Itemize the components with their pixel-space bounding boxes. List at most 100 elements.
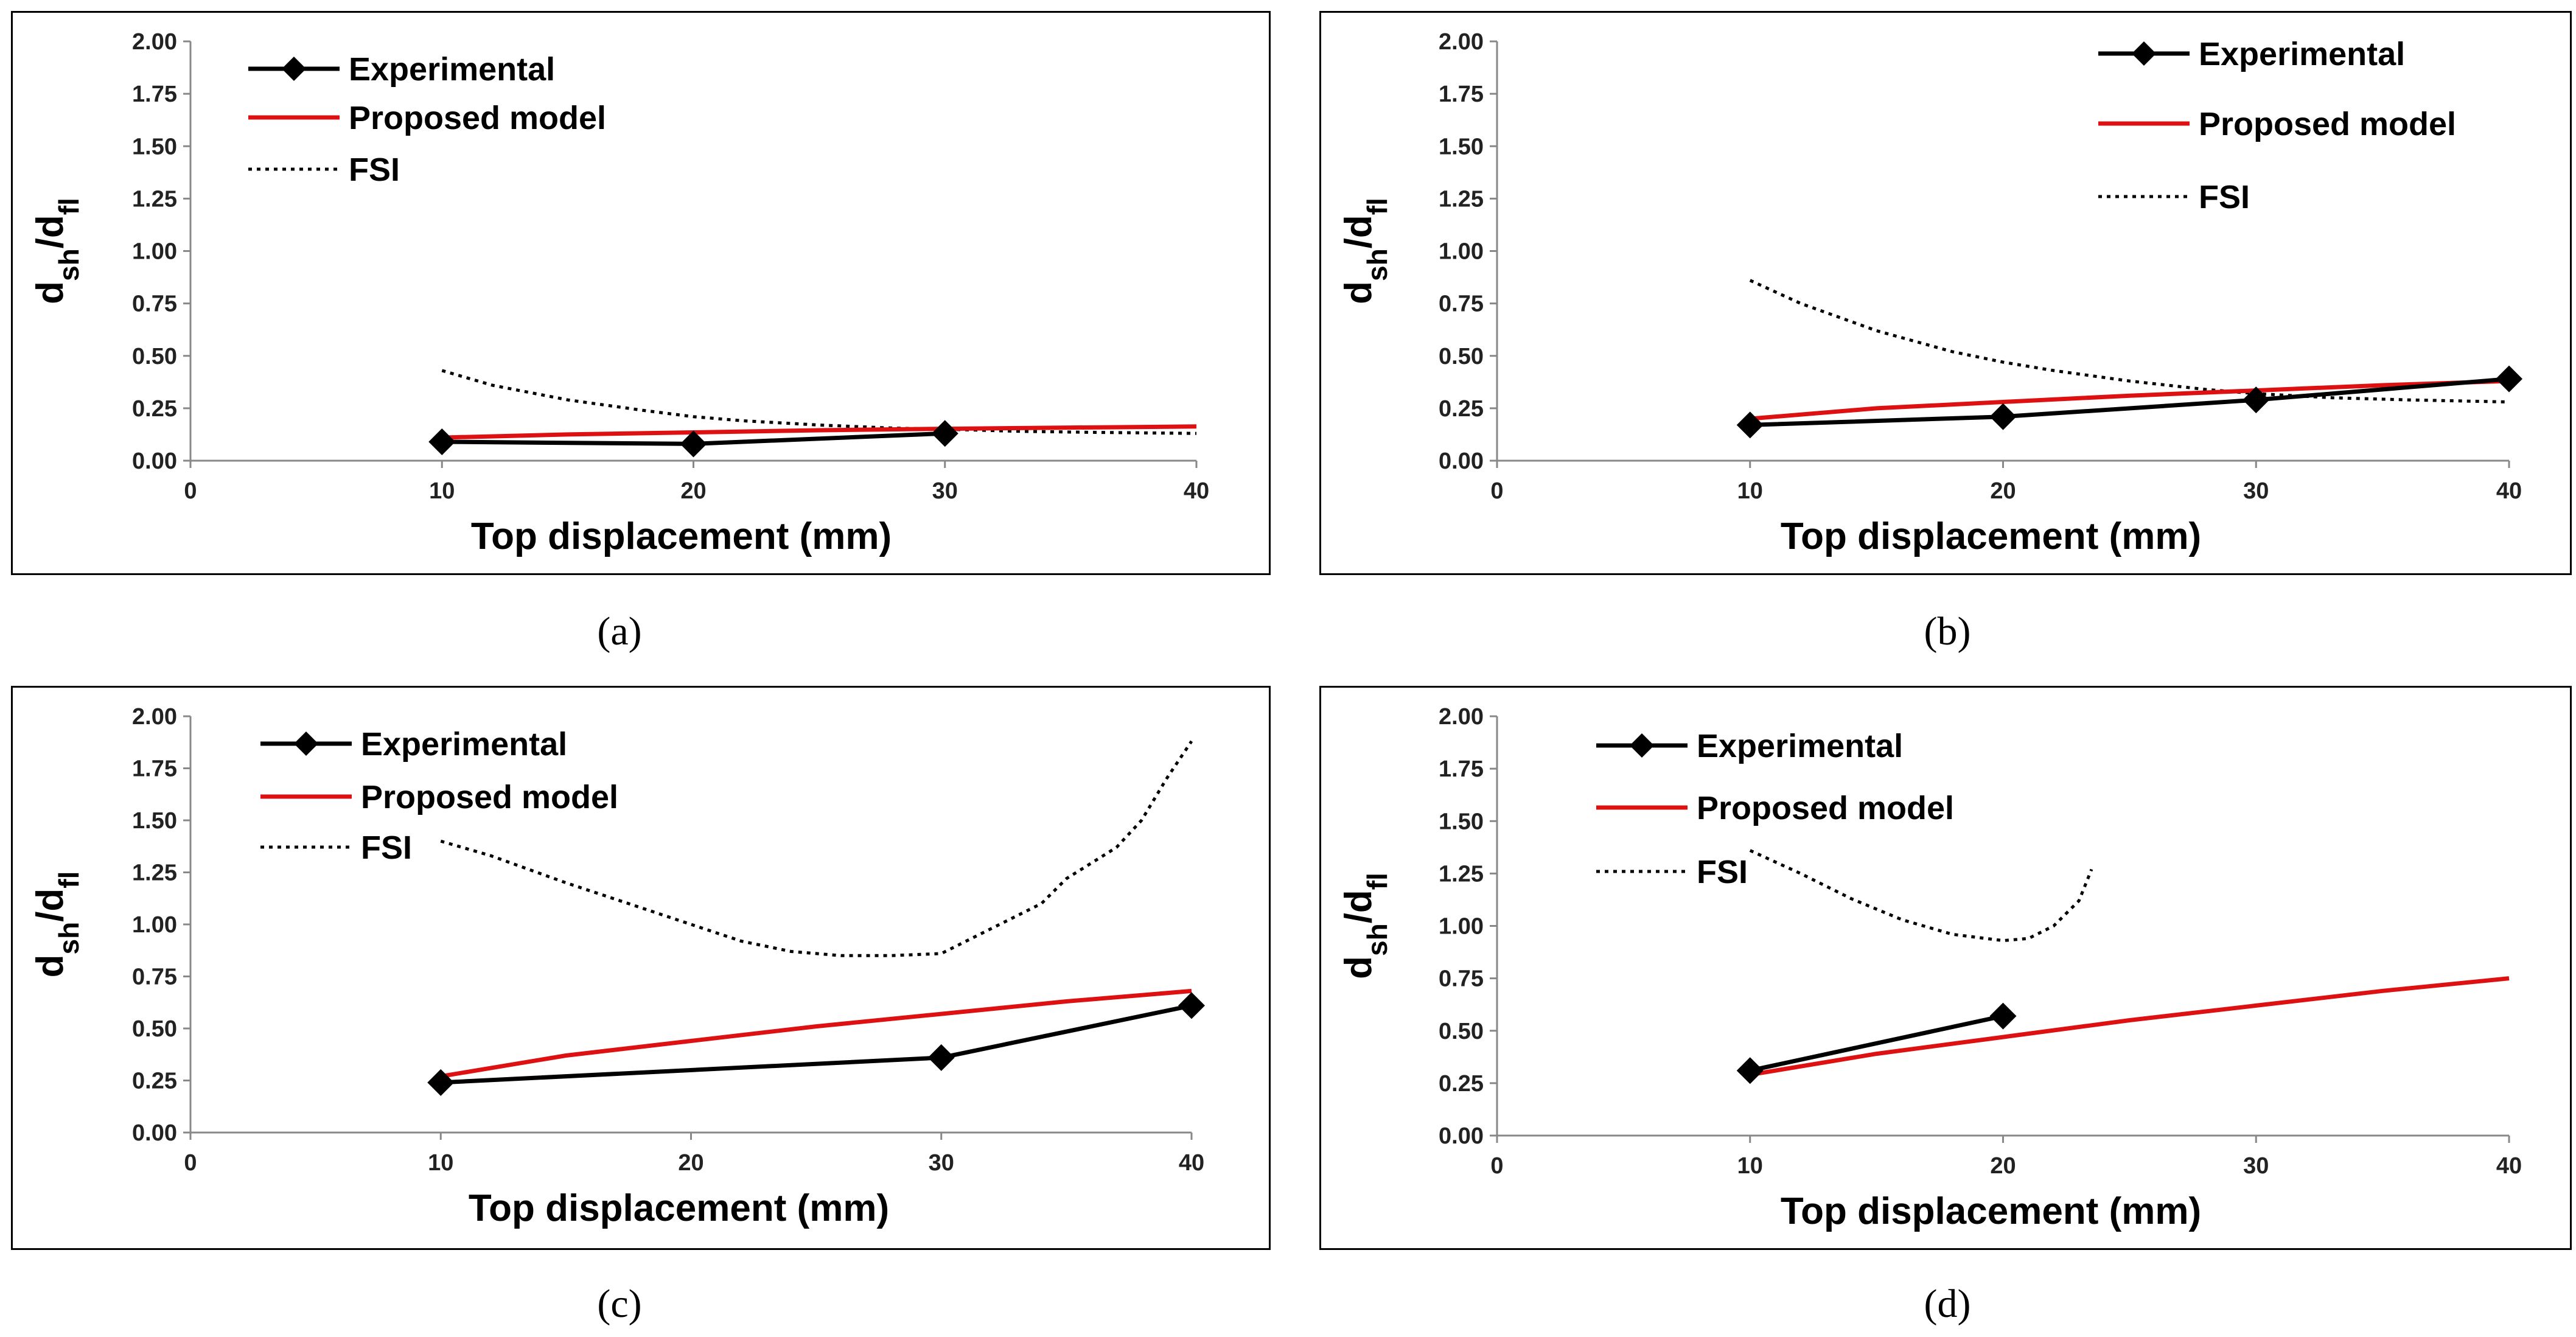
x-tick-label: 10 [428,1150,453,1176]
y-tick-label: 0.00 [1439,449,1484,474]
x-tick-label: 40 [1184,478,1209,504]
x-tick-label: 30 [929,1150,954,1176]
y-tick-label: 2.00 [1439,29,1484,55]
y-tick-label: 0.50 [132,1016,177,1042]
experimental-point [1178,992,1205,1019]
caption-d: (d) [1887,1281,2008,1327]
y-tick-label: 0.25 [132,1069,177,1094]
x-axis-label: Top displacement (mm) [1781,515,2201,557]
x-tick-label: 20 [680,478,706,504]
legend-label: FSI [1697,854,1748,890]
caption-b: (b) [1887,609,2008,655]
x-tick-label: 40 [1179,1150,1204,1176]
y-tick-label: 0.25 [132,396,177,422]
x-tick-label: 40 [2496,1153,2522,1179]
legend-label: Experimental [349,51,555,88]
experimental-point [1990,1003,2017,1030]
y-tick-label: 0.50 [1439,1019,1484,1044]
y-tick-label: 1.00 [1439,239,1484,265]
x-tick-label: 40 [2496,478,2522,504]
x-axis-label: Top displacement (mm) [469,1187,889,1229]
legend-marker [294,731,318,756]
x-tick-label: 10 [1737,478,1763,504]
y-tick-label: 1.00 [132,912,177,938]
legend-label: Proposed model [2199,106,2456,142]
y-tick-label: 1.00 [132,239,177,265]
y-tick-label: 1.25 [1439,861,1484,887]
x-tick-label: 0 [1490,478,1503,504]
experimental-point [1737,411,1764,438]
y-tick-label: 0.25 [1439,1071,1484,1097]
x-axis-label: Top displacement (mm) [1781,1190,2201,1232]
chart-c: 0.00 0.25 0.50 0.75 1.00 1.25 1.50 1.75 2.00 0 10 2… [11,686,1271,1250]
y-tick-label: 0.25 [1439,396,1484,422]
y-tick-label: 2.00 [132,29,177,55]
x-tick-label: 30 [2243,478,2269,504]
x-tick-label: 30 [2243,1153,2269,1179]
legend-label: Proposed model [1697,790,1954,826]
y-axis-label: dsh/dfl [29,198,85,304]
y-tick-label: 0.75 [132,965,177,990]
experimental-point [1990,403,2017,430]
experimental-point [428,428,455,455]
series-line-proposed-model [1750,979,2509,1075]
series-line-fsi [442,371,1196,433]
chart-a: 0.00 0.25 0.50 0.75 1.00 1.25 1.50 1.75 2.00 0 10 2… [11,11,1271,575]
x-tick-label: 20 [1990,1153,2016,1179]
y-tick-label: 0.75 [132,291,177,317]
series-line-fsi [441,741,1192,955]
x-tick-label: 20 [1990,478,2016,504]
y-tick-label: 0.75 [1439,291,1484,317]
experimental-point [932,420,958,447]
x-tick-label: 0 [184,1150,197,1176]
y-tick-label: 1.75 [132,82,177,107]
x-axis-label: Top displacement (mm) [471,515,892,557]
y-tick-label: 0.00 [132,1120,177,1146]
legend-label: Proposed model [361,779,618,815]
legend-marker [1630,733,1654,758]
x-tick-label: 0 [184,478,197,504]
legend-label: Experimental [2199,36,2405,72]
caption-c: (c) [559,1281,680,1327]
y-axis-label: dsh/dfl [29,871,85,978]
x-tick-label: 0 [1490,1153,1503,1179]
y-tick-label: 1.50 [1439,809,1484,834]
experimental-point [1737,1057,1764,1084]
series-line-fsi [1750,851,2092,941]
experimental-point [2496,366,2522,393]
x-tick-label: 20 [678,1150,703,1176]
legend-label: Experimental [361,726,567,763]
y-tick-label: 2.00 [1439,704,1484,730]
y-tick-label: 1.75 [1439,82,1484,107]
y-tick-label: 1.50 [132,134,177,159]
y-axis-label: dsh/dfl [1338,198,1393,304]
y-tick-label: 1.25 [132,186,177,212]
y-tick-label: 1.25 [1439,186,1484,212]
legend-marker [282,57,306,81]
legend-label: FSI [361,829,412,866]
y-tick-label: 0.00 [1439,1123,1484,1149]
y-tick-label: 1.50 [132,808,177,834]
chart-b: 0.00 0.25 0.50 0.75 1.00 1.25 1.50 1.75 2.00 0 10 2… [1319,11,2572,575]
y-tick-label: 0.50 [1439,344,1484,369]
y-tick-label: 1.25 [132,860,177,886]
x-tick-label: 10 [1737,1153,1763,1179]
chart-d: 0.00 0.25 0.50 0.75 1.00 1.25 1.50 1.75 2.00 0 10 2… [1319,686,2572,1250]
legend-marker [2132,41,2156,66]
x-tick-label: 30 [932,478,958,504]
x-tick-label: 10 [429,478,455,504]
y-tick-label: 2.00 [132,704,177,730]
experimental-point [928,1044,955,1071]
legend-label: FSI [2199,179,2250,215]
y-tick-label: 0.50 [132,344,177,369]
legend-label: FSI [349,152,400,188]
y-tick-label: 1.50 [1439,134,1484,159]
y-tick-label: 0.00 [132,449,177,474]
legend-label: Proposed model [349,100,606,136]
series-line-experimental [441,1005,1192,1083]
y-tick-label: 1.75 [1439,756,1484,782]
y-tick-label: 0.75 [1439,966,1484,992]
y-tick-label: 1.75 [132,756,177,782]
legend-label: Experimental [1697,728,1903,764]
y-axis-label: dsh/dfl [1338,873,1393,979]
